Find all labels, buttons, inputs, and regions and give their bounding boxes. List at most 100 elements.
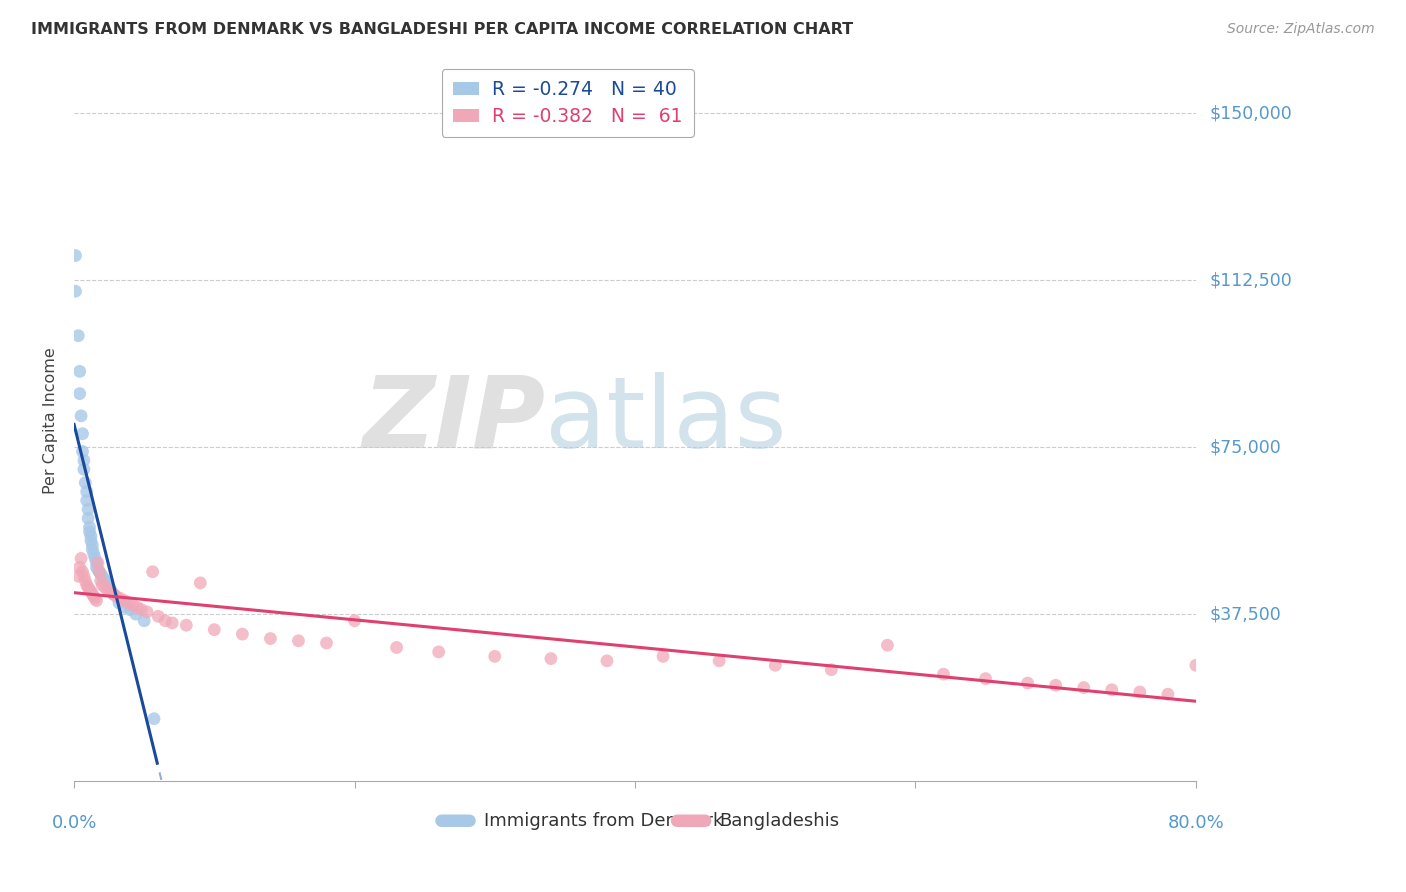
- Point: [83, 547, 105, 561]
- Point: [73, 462, 96, 476]
- Point: [94, 580, 117, 594]
- Point: [76, 484, 98, 499]
- Point: [114, 600, 136, 615]
- Point: [1073, 681, 1095, 695]
- Point: [80, 584, 103, 599]
- Point: [142, 565, 165, 579]
- Text: atlas: atlas: [546, 372, 787, 469]
- Point: [86, 593, 108, 607]
- Point: [72, 426, 94, 441]
- Y-axis label: Per Capita Income: Per Capita Income: [44, 347, 58, 493]
- Point: [484, 649, 506, 664]
- Point: [67, 569, 90, 583]
- Point: [118, 596, 141, 610]
- Point: [82, 542, 104, 557]
- Point: [87, 556, 110, 570]
- Point: [76, 578, 98, 592]
- Point: [79, 582, 101, 597]
- Point: [707, 654, 730, 668]
- Point: [87, 562, 110, 576]
- Point: [79, 520, 101, 534]
- Point: [77, 502, 100, 516]
- Point: [70, 551, 93, 566]
- Point: [1185, 658, 1208, 673]
- Point: [974, 672, 997, 686]
- Point: [67, 328, 90, 343]
- Point: [820, 663, 842, 677]
- Point: [79, 524, 101, 539]
- Point: [86, 560, 108, 574]
- Point: [876, 638, 898, 652]
- Point: [114, 593, 136, 607]
- Text: Source: ZipAtlas.com: Source: ZipAtlas.com: [1227, 22, 1375, 37]
- Point: [100, 584, 122, 599]
- Point: [155, 614, 177, 628]
- Point: [93, 571, 115, 585]
- Point: [162, 615, 184, 630]
- Legend: R = -0.274   N = 40, R = -0.382   N =  61: R = -0.274 N = 40, R = -0.382 N = 61: [441, 69, 695, 137]
- Point: [174, 618, 197, 632]
- Point: [100, 582, 122, 597]
- Point: [76, 493, 98, 508]
- Point: [91, 578, 114, 592]
- Point: [136, 605, 159, 619]
- Point: [1129, 685, 1152, 699]
- Point: [131, 602, 153, 616]
- Point: [70, 409, 93, 423]
- Point: [72, 444, 94, 458]
- Point: [84, 591, 107, 606]
- Point: [97, 578, 120, 592]
- Text: $37,500: $37,500: [1209, 605, 1282, 623]
- Point: [127, 600, 149, 615]
- Point: [72, 565, 94, 579]
- Point: [134, 614, 156, 628]
- Point: [86, 556, 108, 570]
- Point: [110, 591, 132, 606]
- Point: [69, 386, 91, 401]
- Point: [763, 658, 786, 673]
- Point: [125, 607, 148, 621]
- Point: [103, 587, 125, 601]
- Point: [287, 633, 309, 648]
- Point: [80, 529, 103, 543]
- Point: [231, 627, 253, 641]
- Point: [188, 575, 211, 590]
- Point: [148, 609, 170, 624]
- Point: [90, 566, 112, 581]
- Text: ZIP: ZIP: [363, 372, 546, 469]
- Text: $150,000: $150,000: [1209, 104, 1292, 122]
- Point: [73, 569, 96, 583]
- Point: [343, 614, 366, 628]
- Point: [540, 651, 562, 665]
- Point: [82, 538, 104, 552]
- Point: [315, 636, 337, 650]
- Text: Immigrants from Denmark: Immigrants from Denmark: [484, 812, 723, 830]
- Point: [77, 511, 100, 525]
- Text: 0.0%: 0.0%: [52, 814, 97, 832]
- Point: [596, 654, 619, 668]
- Point: [1157, 687, 1180, 701]
- Point: [84, 551, 107, 566]
- Point: [652, 649, 675, 664]
- Point: [89, 565, 111, 579]
- Point: [259, 632, 281, 646]
- Point: [103, 587, 125, 601]
- Point: [77, 580, 100, 594]
- Point: [97, 582, 120, 597]
- Point: [105, 589, 128, 603]
- Point: [427, 645, 450, 659]
- Point: [69, 560, 91, 574]
- Point: [202, 623, 225, 637]
- Point: [1045, 678, 1067, 692]
- Text: $112,500: $112,500: [1209, 271, 1292, 289]
- Point: [120, 602, 142, 616]
- Point: [73, 453, 96, 467]
- Point: [143, 712, 166, 726]
- Point: [65, 284, 87, 298]
- Point: [1017, 676, 1039, 690]
- Point: [75, 475, 97, 490]
- Text: IMMIGRANTS FROM DENMARK VS BANGLADESHI PER CAPITA INCOME CORRELATION CHART: IMMIGRANTS FROM DENMARK VS BANGLADESHI P…: [31, 22, 853, 37]
- Text: $75,000: $75,000: [1209, 438, 1282, 456]
- Point: [82, 587, 104, 601]
- Text: Bangladeshis: Bangladeshis: [718, 812, 839, 830]
